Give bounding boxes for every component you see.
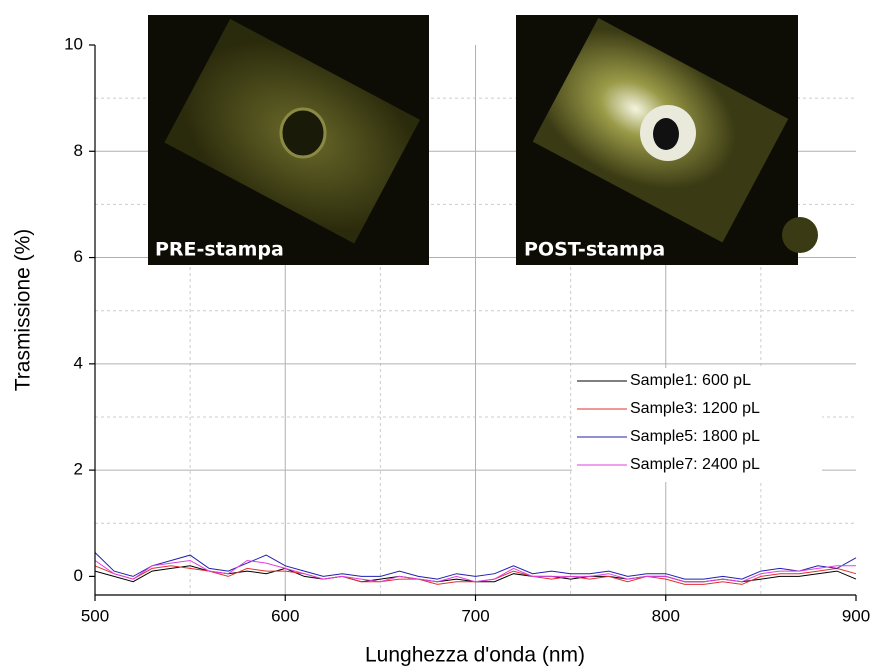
legend-label: Sample7: 2400 pL [630, 456, 760, 473]
drop [653, 118, 679, 150]
legend: Sample1: 600 pL Sample3: 1200 pL Sample5: … [572, 368, 822, 482]
y-tick-label: 10 [64, 34, 83, 53]
legend-label: Sample3: 1200 pL [630, 400, 760, 417]
x-tick-label: 900 [842, 606, 870, 625]
y-axis-title: Trasmissione (%) [12, 229, 35, 392]
drop [281, 109, 325, 157]
y-tick-label: 8 [74, 141, 83, 160]
inset-pre: PRE-stampa [148, 15, 429, 265]
legend-label: Sample5: 1800 pL [630, 428, 760, 445]
x-tick-label: 800 [652, 606, 680, 625]
y-tick-label: 0 [74, 566, 83, 585]
x-tick-label: 600 [271, 606, 299, 625]
x-axis-title: Lunghezza d'onda (nm) [365, 644, 585, 667]
inset-label: PRE-stampa [155, 239, 284, 261]
page: {"chart_data": {"type": "line", "xlabel"… [0, 0, 872, 669]
y-tick-label: 6 [74, 247, 83, 266]
x-tick-label: 700 [461, 606, 489, 625]
corner-blob [782, 217, 818, 253]
chart: 500 600 700 800 900 0 2 4 6 8 10 PRE-stampa POST-s… [0, 0, 872, 669]
x-tick-label: 500 [81, 606, 109, 625]
inset-label: POST-stampa [524, 239, 665, 261]
legend-label: Sample1: 600 pL [630, 372, 751, 389]
inset-post: POST-stampa [516, 15, 818, 265]
y-tick-label: 2 [74, 460, 83, 479]
y-tick-label: 4 [74, 353, 83, 372]
